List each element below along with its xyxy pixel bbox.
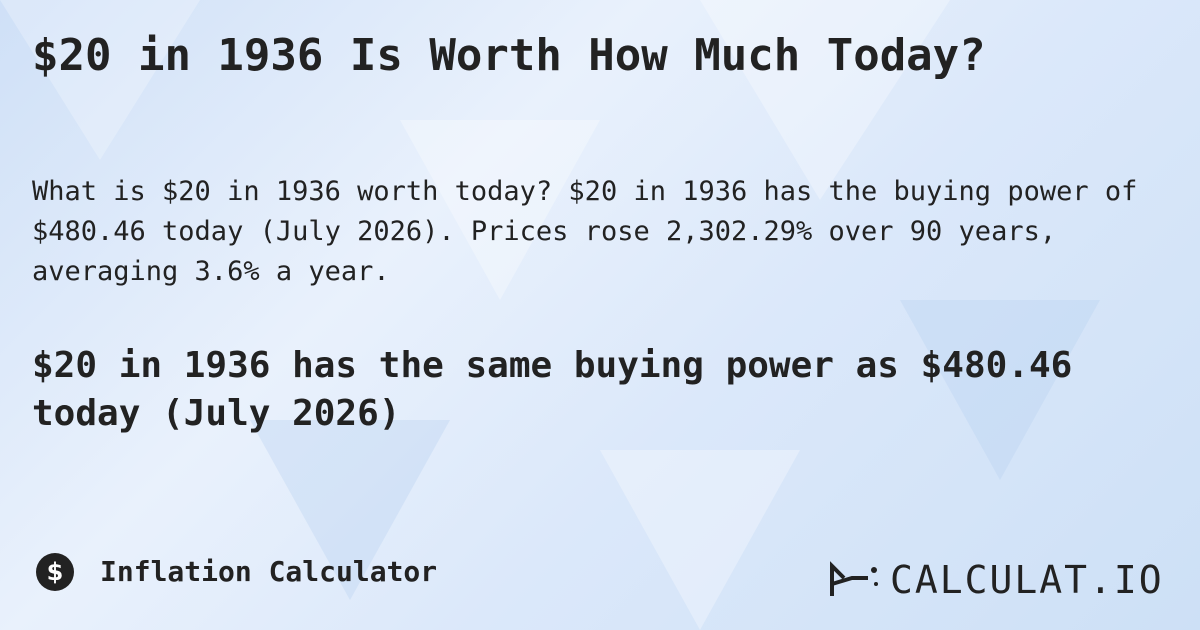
dollar-icon: $ (36, 553, 74, 591)
headline: $20 in 1936 has the same buying power as… (32, 345, 1073, 434)
title: $20 in 1936 Is Worth How Much Today? (32, 30, 986, 81)
brand-logo (830, 561, 878, 596)
calculator-label: Inflation Calculator (100, 555, 438, 588)
brand: CALCULAT.IO (890, 558, 1164, 602)
paragraph: What is $20 in 1936 worth today? $20 in … (32, 176, 1138, 287)
